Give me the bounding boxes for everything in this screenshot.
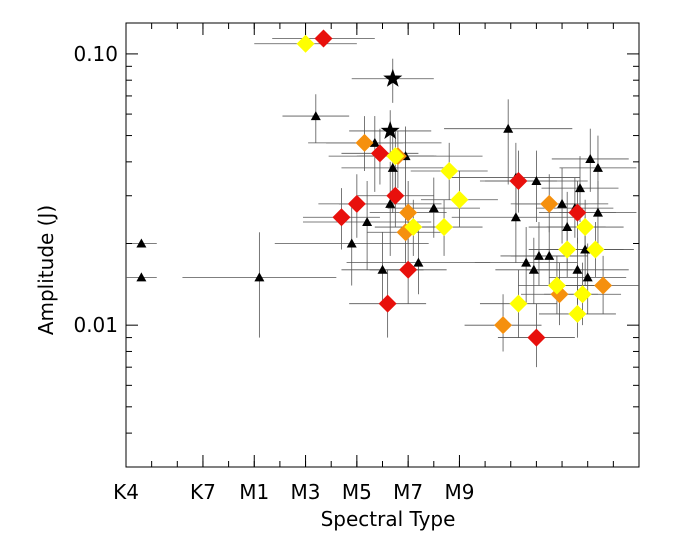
triangle-point (254, 272, 265, 282)
triangle-point (310, 111, 321, 121)
x-tick-label: M1 (239, 480, 269, 504)
triangle-point (575, 183, 586, 193)
diamond-point (586, 240, 605, 259)
triangle-point (557, 198, 568, 208)
x-axis-title: Spectral Type (321, 507, 456, 531)
diamond-point (386, 186, 405, 205)
triangle-point (136, 238, 147, 248)
triangle-point (580, 244, 591, 254)
diamond-point (435, 218, 454, 237)
star-point (380, 120, 400, 139)
diamond-point (547, 276, 566, 295)
data-points (136, 29, 613, 347)
triangle-point (592, 162, 603, 172)
triangle-point (136, 272, 147, 282)
diamond-point (378, 294, 397, 313)
diamond-point (540, 194, 559, 213)
x-tick-label: M3 (291, 480, 321, 504)
triangle-point (362, 217, 373, 227)
triangle-point (377, 264, 388, 274)
diamond-point (386, 147, 405, 166)
x-tick-label: K7 (190, 480, 216, 504)
x-tick-label: K4 (113, 480, 139, 504)
diamond-point (347, 194, 366, 213)
diamond-point (314, 29, 333, 48)
diamond-point (404, 218, 423, 237)
y-axis-title: Amplitude (J) (34, 205, 58, 335)
diamond-point (568, 203, 587, 222)
triangle-point (503, 123, 514, 133)
triangle-point (413, 257, 424, 267)
triangle-point (385, 198, 396, 208)
triangle-point (585, 153, 596, 163)
x-axis-ticks: K4 K7 M1 M3 M5 M7 M9 (113, 23, 640, 504)
triangle-point (369, 137, 380, 147)
diamond-point (594, 276, 613, 295)
x-tick-label: M9 (444, 480, 474, 504)
triangle-point (572, 264, 583, 274)
diamond-point (509, 171, 528, 190)
diamond-point (332, 208, 351, 227)
triangle-point (346, 238, 357, 248)
triangle-point (562, 222, 573, 232)
triangle-point (521, 257, 532, 267)
diamond-point (558, 240, 577, 259)
y-axis-ticks: 0.10 0.01 (73, 42, 639, 468)
diamond-point (576, 218, 595, 237)
diamond-point (573, 285, 592, 304)
diamond-point (296, 34, 315, 53)
triangle-point (387, 162, 398, 172)
triangle-point (531, 175, 542, 185)
diamond-point (494, 316, 513, 335)
triangle-point (544, 250, 555, 260)
diamond-point (450, 190, 469, 209)
diamond-point (399, 203, 418, 222)
triangle-point (428, 203, 439, 213)
triangle-point (533, 250, 544, 260)
triangle-point (582, 272, 593, 282)
diamond-point (509, 294, 528, 313)
diamond-point (440, 162, 459, 181)
diamond-point (568, 304, 587, 323)
y-tick-label: 0.10 (73, 42, 118, 66)
star-point (383, 68, 403, 87)
diamond-point (370, 144, 389, 163)
x-tick-label: M5 (342, 480, 372, 504)
x-tick-label: M7 (393, 480, 423, 504)
triangle-point (528, 264, 539, 274)
diamond-point (399, 260, 418, 279)
triangle-point (592, 207, 603, 217)
y-tick-label: 0.01 (73, 313, 118, 337)
triangle-point (510, 212, 521, 222)
diamond-point (355, 133, 374, 152)
diamond-point (527, 328, 546, 347)
